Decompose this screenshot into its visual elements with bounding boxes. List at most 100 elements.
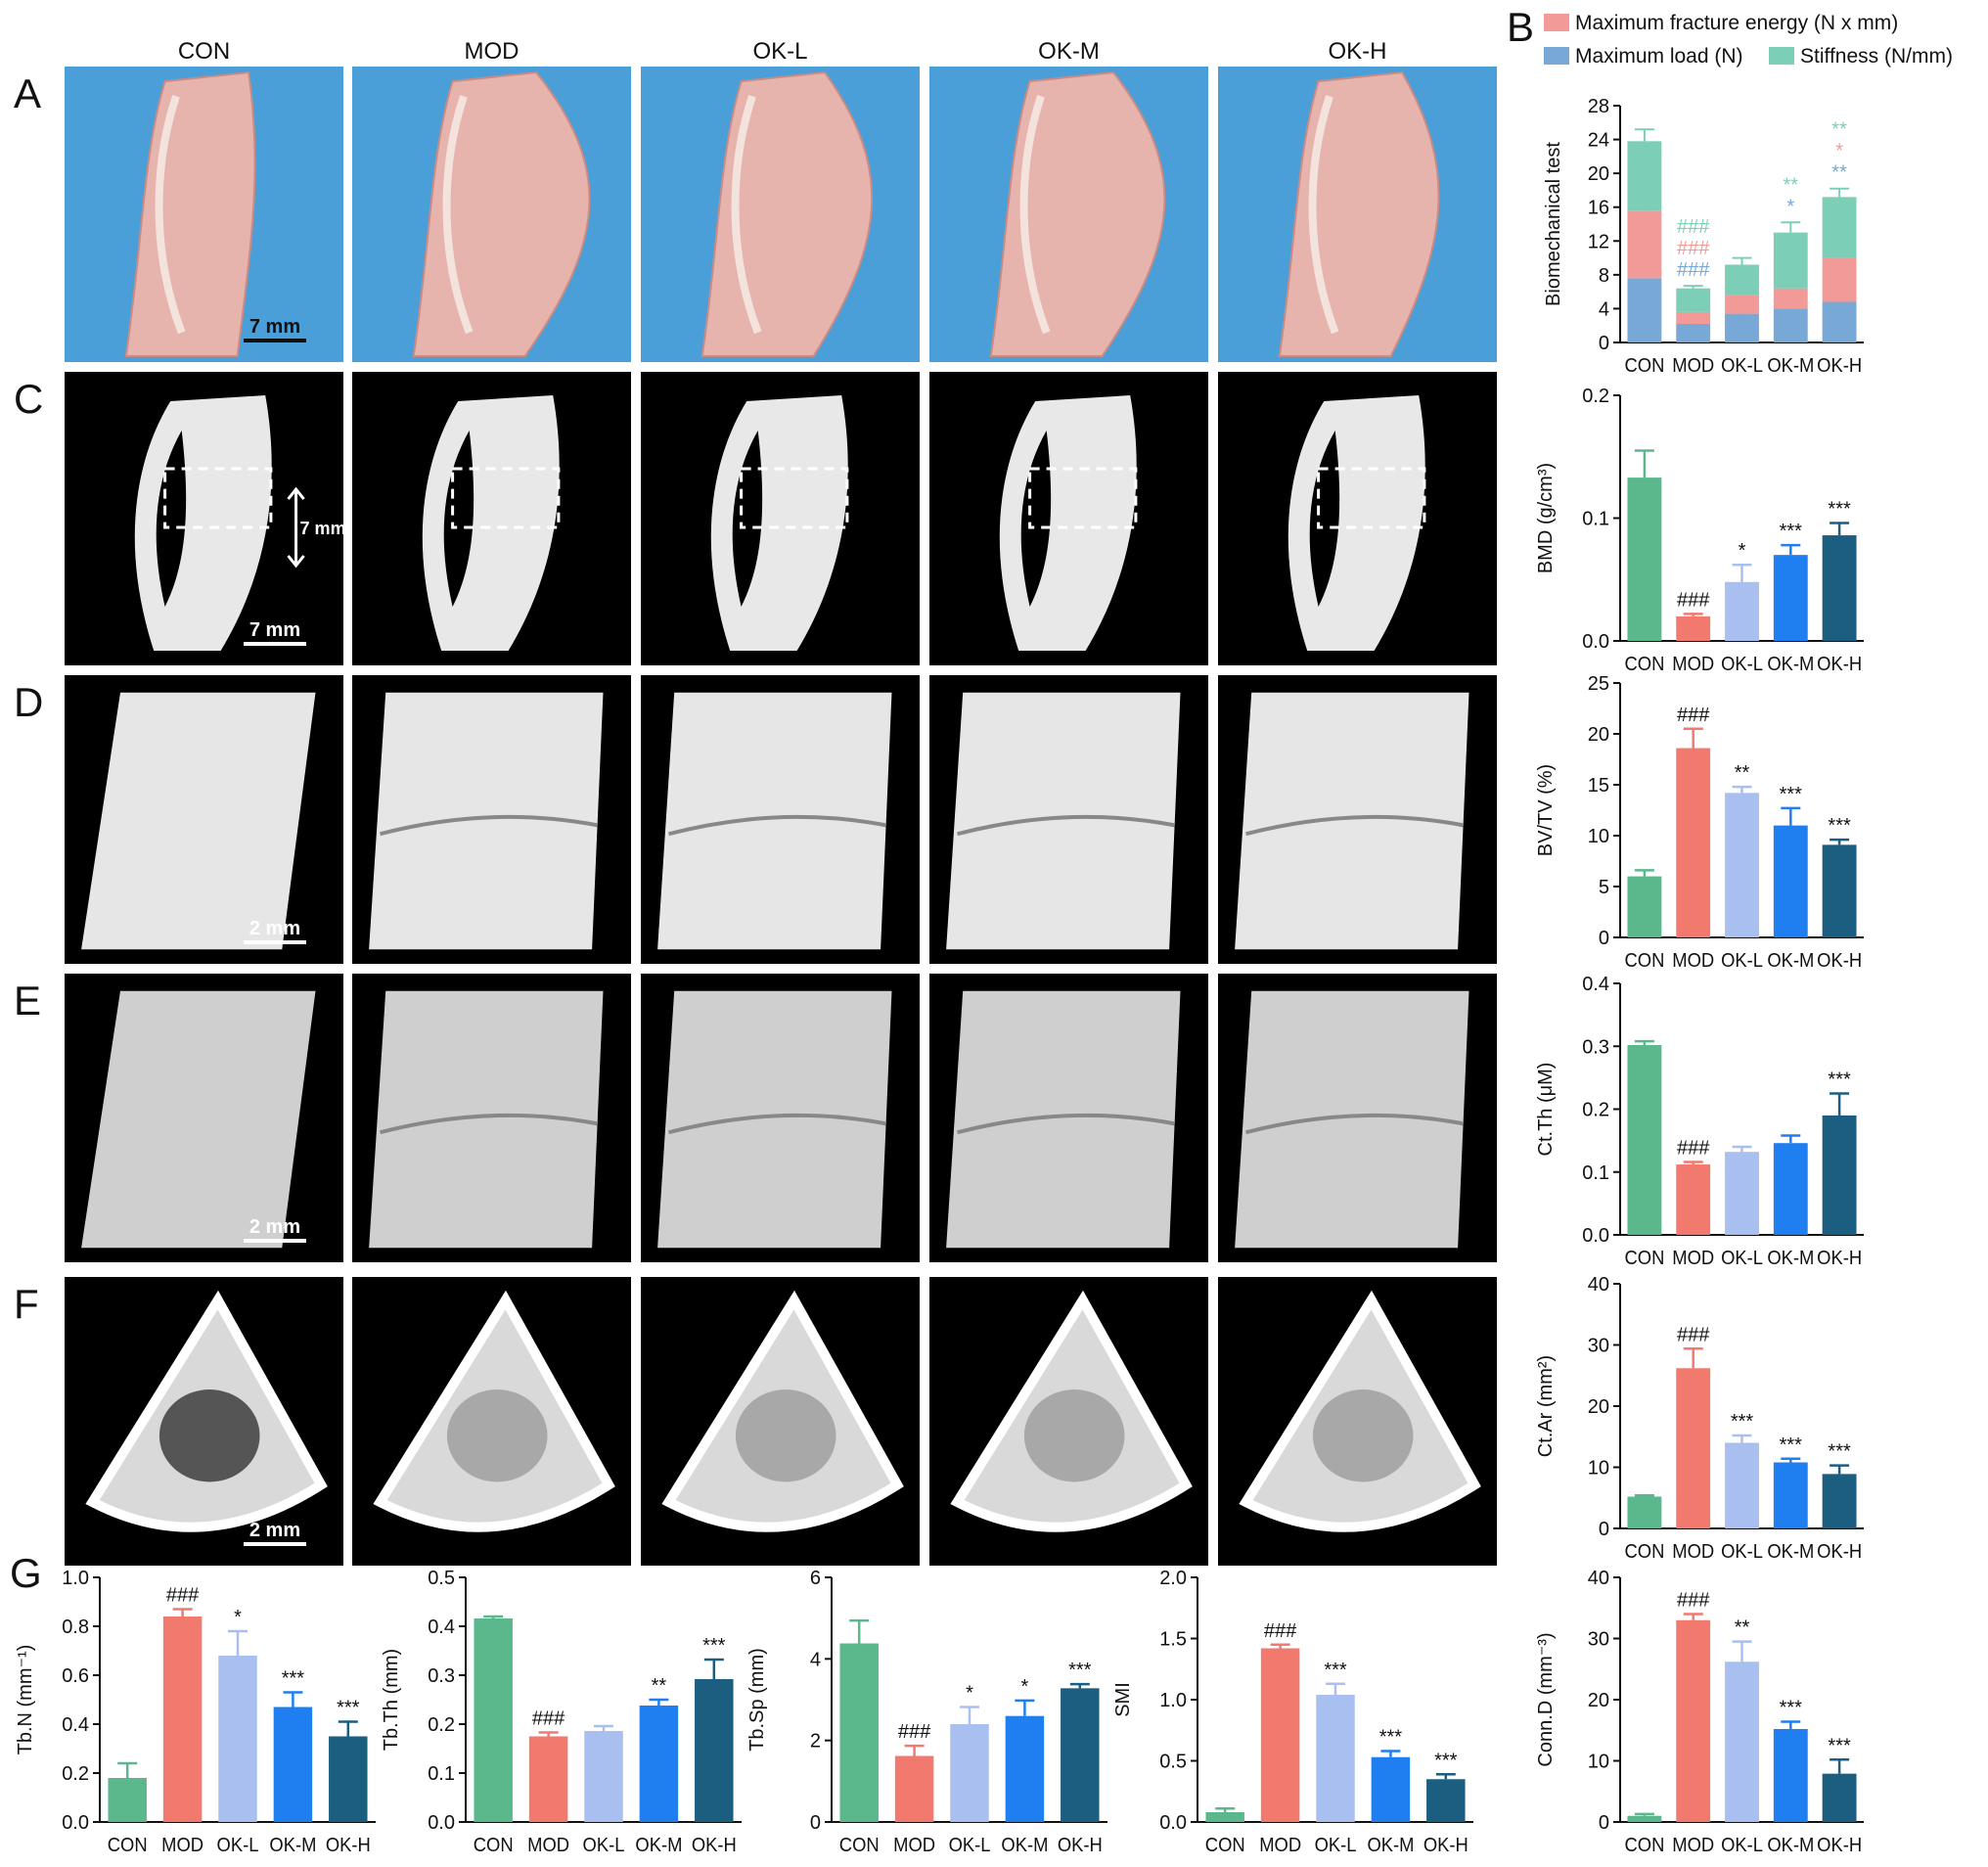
x-tick-label: MOD	[1672, 1541, 1714, 1563]
y-tick-label: 0.4	[1582, 974, 1609, 995]
chart-ctth: 0.0 0.1 0.2 0.3 0.4 Ct.Th (μM) CON MOD OK-L OK-M O…	[1535, 974, 1864, 1269]
image-D-CON	[65, 675, 343, 964]
y-tick-label: 0	[1599, 333, 1609, 354]
x-tick-label: OK-M	[1767, 950, 1814, 972]
y-tick-label: 20	[1588, 163, 1609, 185]
significance-mark: ###	[532, 1708, 565, 1730]
y-tick-label: 4	[810, 1649, 821, 1670]
group-header: MOD	[465, 38, 520, 65]
roi-box	[163, 467, 273, 529]
bar-OK-H	[1061, 1688, 1100, 1822]
image-grid: CON MOD OK-L OK-M OK-H A 7 mm C 7 mm 7 mm D 2 mm E 2 …	[14, 38, 1497, 1566]
legend-swatch	[1544, 14, 1569, 31]
significance-mark: ###	[1677, 1137, 1710, 1159]
fibula-shape	[1019, 94, 1051, 335]
significance-mark: **	[1735, 762, 1750, 784]
x-tick-label: OK-M	[269, 1835, 316, 1856]
x-tick-label: MOD	[893, 1835, 935, 1856]
scale-bar-label: 2 mm	[249, 1216, 300, 1238]
group-header: OK-H	[1329, 38, 1387, 65]
x-tick-label: CON	[108, 1835, 148, 1856]
bar-OK-M	[1371, 1756, 1411, 1822]
image-D-OK-M	[929, 675, 1208, 964]
bar-MOD	[1676, 748, 1711, 937]
image-F-OK-L	[641, 1277, 920, 1566]
significance-mark: ###	[1264, 1620, 1297, 1642]
y-axis-label: BV/TV (%)	[1535, 764, 1557, 856]
legend-swatch	[1769, 47, 1794, 65]
bar-load-OK-L	[1725, 313, 1759, 342]
bar-CON	[839, 1643, 879, 1822]
x-tick-label: OK-M	[1767, 1541, 1814, 1563]
y-tick-label: 0.0	[1159, 1812, 1187, 1834]
bar-MOD	[1260, 1648, 1300, 1822]
callus-line	[379, 814, 599, 837]
x-tick-label: MOD	[1259, 1835, 1301, 1856]
significance-mark: ###	[1677, 259, 1710, 281]
fibula-shape	[155, 94, 186, 335]
y-tick-label: 24	[1588, 130, 1609, 152]
x-tick-label: OK-M	[1767, 1835, 1814, 1856]
bar-load-OK-M	[1773, 308, 1808, 342]
bar-MOD	[894, 1755, 934, 1822]
y-tick-label: 0.3	[1582, 1036, 1609, 1058]
x-tick-label: MOD	[1672, 355, 1714, 377]
y-tick-label: 10	[1588, 1458, 1609, 1480]
y-tick-label: 10	[1588, 1752, 1609, 1773]
x-tick-label: CON	[1625, 355, 1665, 377]
x-tick-label: OK-H	[1817, 950, 1862, 972]
bar-MOD	[1676, 1164, 1711, 1235]
significance-mark: ***	[1780, 784, 1803, 805]
x-tick-label: OK-M	[1767, 1248, 1814, 1269]
scale-bar-label: 7 mm	[249, 316, 300, 338]
significance-mark: ***	[1379, 1727, 1403, 1749]
x-tick-label: MOD	[1672, 950, 1714, 972]
bar-CON	[1627, 876, 1662, 937]
y-tick-label: 0.2	[62, 1763, 89, 1785]
chart-tbn: 0.0 0.2 0.4 0.6 0.8 1.0 Tb.N (mm⁻¹) CON MOD OK-L O…	[15, 1568, 376, 1856]
y-tick-label: 0.3	[428, 1665, 455, 1687]
x-tick-label: OK-M	[1001, 1835, 1048, 1856]
significance-mark: **	[652, 1675, 667, 1697]
y-axis-label: Biomechanical test	[1543, 142, 1564, 306]
panel-letter-G: G	[10, 1550, 42, 1596]
y-tick-label: 8	[1599, 265, 1609, 287]
bar-fracture-OK-H	[1822, 257, 1857, 302]
bar-CON	[474, 1618, 513, 1822]
x-tick-label: CON	[1625, 1248, 1665, 1269]
bone-block	[369, 990, 604, 1249]
x-tick-label: OK-H	[1817, 355, 1862, 377]
y-tick-label: 0.1	[1582, 509, 1609, 530]
x-tick-label: CON	[1205, 1835, 1245, 1856]
y-axis-label: Tb.Th (mm)	[381, 1649, 402, 1751]
y-tick-label: 0.6	[62, 1665, 89, 1687]
x-tick-label: OK-M	[1767, 654, 1814, 675]
x-tick-label: OK-H	[1817, 1541, 1862, 1563]
legend-entry: Maximum fracture energy (N x mm)	[1575, 12, 1898, 34]
panel-letter-C: C	[14, 376, 43, 422]
image-E-OK-H	[1218, 974, 1497, 1262]
bar-OK-H	[329, 1736, 368, 1822]
bar-CON	[1627, 1496, 1662, 1528]
y-tick-label: 40	[1588, 1274, 1609, 1296]
bar-OK-L	[1316, 1695, 1355, 1822]
image-D-OK-L	[641, 675, 920, 964]
image-F-OK-H	[1218, 1277, 1497, 1566]
image-D-MOD	[352, 675, 631, 964]
significance-mark: ***	[1731, 1411, 1754, 1433]
callus-line	[1244, 814, 1465, 837]
image-row-D: D 2 mm	[14, 675, 1497, 964]
y-tick-label: 5	[1599, 877, 1609, 898]
panel-letter-B: B	[1507, 4, 1534, 50]
marrow-gap	[1020, 431, 1052, 607]
x-tick-label: OK-H	[326, 1835, 371, 1856]
bone-block	[657, 692, 892, 950]
y-tick-label: 0	[1599, 1812, 1609, 1834]
marrow-gap	[156, 431, 187, 607]
x-tick-label: OK-H	[1058, 1835, 1103, 1856]
fibula-shape	[1308, 94, 1339, 335]
bar-OK-M	[1773, 1729, 1808, 1822]
significance-mark: *	[1786, 196, 1794, 217]
bone-block	[369, 692, 604, 950]
image-row-C: C 7 mm 7 mm	[14, 372, 1497, 665]
